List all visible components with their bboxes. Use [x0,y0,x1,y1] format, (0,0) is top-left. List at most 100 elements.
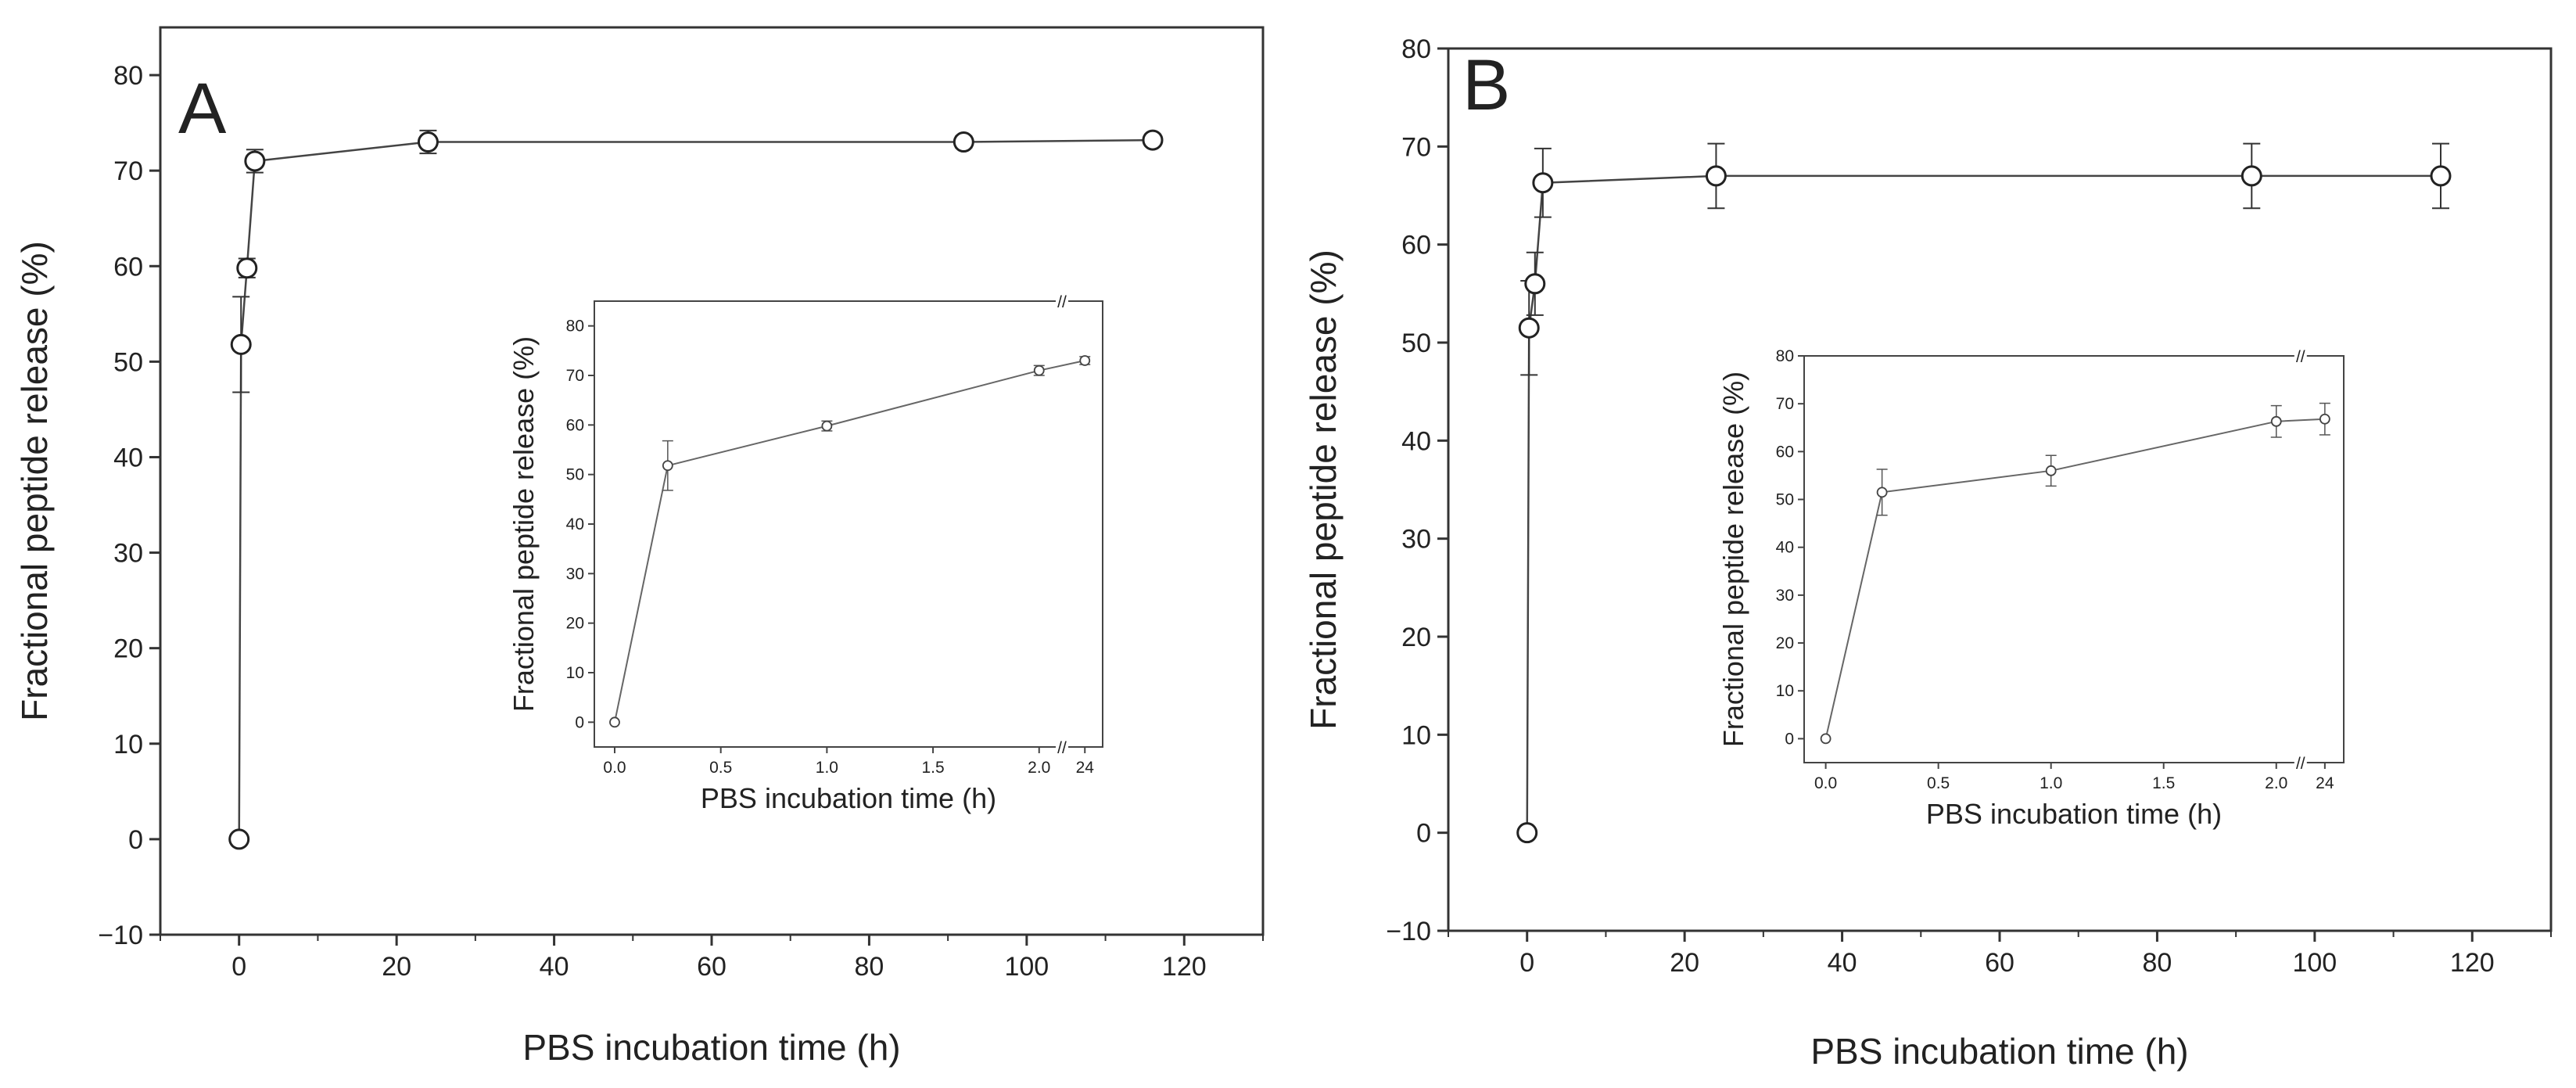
panel-b-letter: B [1462,45,1510,125]
panel-b-inset-xtick-label: 1.5 [2152,774,2175,792]
panel-b-ytick-label: 70 [1401,132,1431,162]
panel-a-inset-y-axis-label: Fractional peptide release (%) [508,336,540,712]
panel-b-inset-xtick-label: 0.5 [1927,774,1950,792]
panel-a-inset-xtick-label: 1.0 [816,759,838,777]
panel-b-ytick-label: 0 [1416,819,1431,849]
panel-b-inset-break-gap [2294,759,2307,766]
panel-a-ytick-label: 50 [113,347,143,377]
panel-a-xtick-label: 40 [540,952,569,982]
panel-b-inset-ytick-label: 80 [1776,347,1794,365]
panel-b-inset-data-point [2319,413,2330,425]
panel-a-inset-break-gap [1056,298,1068,304]
panel-b-inset-ytick-label: 0 [1785,730,1794,748]
panel-b-xtick-label: 80 [2143,948,2172,978]
panel-b-inset-xtick-label: 24 [2316,774,2334,792]
panel-a-inset-xtick-label: 0.0 [603,759,626,777]
panel-b-ytick-label: 30 [1401,525,1431,555]
panel-a-inset-axis-break: // [1057,739,1067,757]
panel-b-inset-xtick-label: 1.0 [2040,774,2062,792]
panel-a-inset: 0 10 20 30 40 50 60 70 80 0.0 0.5 1.0 1.5 2.0 24 // // PB… [508,293,1103,814]
panel-a-ytick-label: −10 [98,921,143,950]
panel-a-inset-xtick-label: 0.5 [709,759,732,777]
panel-a-inset-ytick-label: 80 [566,318,584,336]
panel-a-inset-frame [594,300,1103,748]
panel-b-inset-xtick-label: 0.0 [1814,774,1837,792]
panel-b-y-axis-label: Fractional peptide release (%) [1303,250,1344,730]
panel-b-inset-ytick-label: 40 [1776,539,1794,557]
panel-b-inset-ytick-label: 60 [1776,443,1794,461]
panel-b-inset-data-point [1876,487,1888,498]
panel-b-inset-data-point [2270,415,2282,427]
panel-a-inset-axis-break: // [1057,293,1067,311]
panel-a-inset-ytick-label: 30 [566,565,584,583]
panel-a: −10 0 10 20 30 40 50 60 70 80 0 20 40 60 80 100 120 PBS i… [14,26,1265,1068]
panel-b-ytick-label: 20 [1401,623,1431,652]
panel-a-y-axis-label: Fractional peptide release (%) [14,241,55,721]
panel-a-xtick-label: 0 [231,952,246,982]
panel-a-xtick-label: 20 [382,952,411,982]
panel-b-x-axis-label: PBS incubation time (h) [1810,1031,2188,1072]
panel-a-inset-ytick-label: 0 [575,713,584,731]
panel-b-inset-ytick-label: 70 [1776,395,1794,413]
panel-b-data-point [2430,165,2452,187]
panel-a-ytick-label: 40 [113,443,143,472]
panel-b-inset-xtick-label: 2.0 [2265,774,2287,792]
panel-a-inset-ytick-label: 20 [566,615,584,633]
panel-b-inset-ytick-label: 50 [1776,491,1794,509]
panel-b-xtick-label: 40 [1828,948,1857,978]
panel-b: −10 0 10 20 30 40 50 60 70 80 0 20 40 60 80 100 120 PBS i… [1303,34,2553,1072]
panel-a-data-point [230,333,252,355]
panel-a-xtick-label: 60 [697,952,727,982]
panel-b-inset-ytick-label: 20 [1776,634,1794,652]
panel-b-inset: 0 10 20 30 40 50 60 70 80 0.0 0.5 1.0 1.5 2.0 24 // // PB… [1717,347,2345,830]
panel-b-xtick-label: 60 [1985,948,2015,978]
panel-b-data-point [1705,165,1727,187]
panel-b-inset-break-gap [2294,353,2307,359]
panel-a-data-point [228,828,250,850]
panel-a-inset-data-point [609,716,620,728]
panel-a-inset-xtick-label: 1.5 [921,759,944,777]
panel-a-x-axis-label: PBS incubation time (h) [522,1027,900,1068]
panel-b-xtick-label: 120 [2450,948,2495,978]
panel-b-inset-axis-break: // [2296,755,2305,773]
panel-a-inset-data-point [1033,364,1045,376]
panel-b-inset-ytick-label: 10 [1776,682,1794,700]
panel-b-data-point [1516,822,1538,844]
panel-a-inset-break-gap [1056,744,1068,750]
panel-a-inset-ytick-label: 40 [566,515,584,533]
panel-b-data-point [1518,317,1540,339]
panel-a-xtick-label: 120 [1162,952,1207,982]
panel-b-data-point [2241,165,2262,187]
panel-a-inset-data-point [821,420,833,432]
panel-b-inset-x-axis-label: PBS incubation time (h) [1926,798,2222,830]
panel-a-data-point [236,257,258,279]
panel-a-inset-data-point [662,460,673,472]
panel-a-inset-ytick-label: 10 [566,664,584,682]
panel-b-inset-axis-break: // [2296,348,2305,366]
panel-b-ytick-label: −10 [1386,917,1431,946]
panel-b-xtick-label: 100 [2292,948,2337,978]
panel-a-ytick-label: 80 [113,61,143,91]
panel-a-data-point [953,131,974,153]
panel-a-inset-xtick-label: 24 [1076,759,1095,777]
panel-b-inset-ytick-label: 30 [1776,587,1794,605]
panel-a-ytick-label: 10 [113,730,143,759]
panel-a-data-point [1142,129,1164,151]
panel-a-ytick-label: 70 [113,156,143,186]
panel-b-xtick-label: 20 [1670,948,1699,978]
panel-b-ytick-label: 60 [1401,231,1431,260]
panel-a-inset-ytick-label: 60 [566,416,584,434]
panel-b-data-point [1524,273,1546,295]
panel-a-ytick-label: 20 [113,634,143,664]
panel-a-inset-x-axis-label: PBS incubation time (h) [701,782,996,814]
panel-b-xtick-label: 0 [1519,948,1534,978]
panel-a-ytick-label: 60 [113,252,143,282]
panel-a-ytick-label: 30 [113,539,143,569]
panel-a-inset-ytick-label: 70 [566,367,584,385]
panel-a-inset-data-point [1079,355,1091,366]
panel-b-ytick-label: 40 [1401,426,1431,456]
panel-a-xtick-label: 100 [1004,952,1049,982]
panel-b-inset-data-point [1820,733,1832,745]
panel-a-xtick-label: 80 [855,952,884,982]
